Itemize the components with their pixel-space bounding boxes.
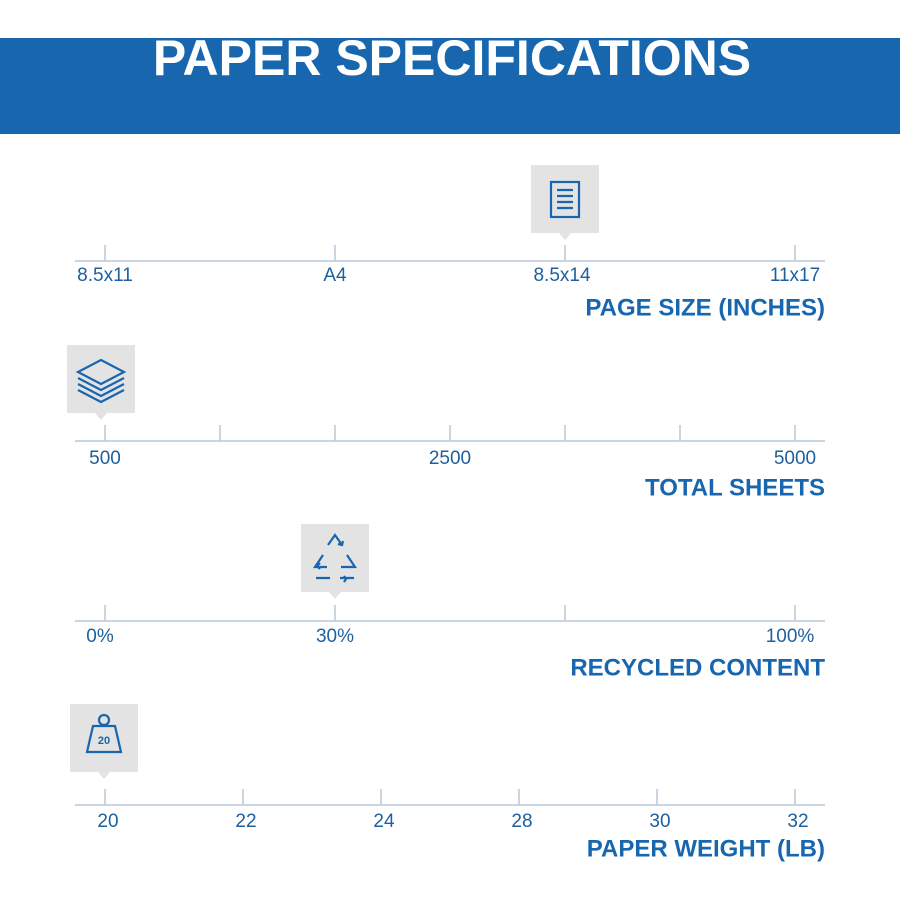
tick-label: 100% — [766, 626, 815, 647]
icon-box — [70, 704, 138, 779]
tick-label: 28 — [511, 811, 532, 832]
tick-label: 8.5x14 — [533, 265, 590, 286]
scale-title: TOTAL SHEETS — [645, 474, 825, 501]
ticks — [104, 605, 796, 621]
tick-label: 30% — [316, 626, 354, 647]
tick-label: 11x17 — [770, 265, 820, 286]
header-bar — [0, 38, 900, 134]
scale-title: PAGE SIZE (INCHES) — [585, 294, 825, 321]
weight-scale: 20 20 22 24 28 30 32 PAPER WEIGHT (LB) — [70, 704, 825, 862]
recycle-icon — [312, 533, 358, 583]
document-icon — [549, 180, 581, 219]
tick-label: 500 — [89, 448, 121, 469]
icon-box — [67, 345, 135, 420]
tick-label: 24 — [373, 811, 395, 832]
icon-label: 20 — [98, 735, 110, 747]
tick-label: 20 — [97, 811, 118, 832]
tick-label: 30 — [649, 811, 670, 832]
tick-label: 2500 — [429, 448, 471, 469]
weight-icon: 20 — [85, 713, 123, 754]
tick-label: A4 — [323, 265, 347, 286]
icon-box — [301, 524, 369, 599]
ticks — [104, 425, 796, 441]
tick-label: 0% — [86, 626, 114, 647]
ticks — [104, 245, 796, 261]
page-size-scale: 8.5x11 A4 8.5x14 11x17 PAGE SIZE (INCHES… — [75, 165, 825, 321]
tick-label: 32 — [787, 811, 808, 832]
sheets-scale: 500 2500 5000 TOTAL SHEETS — [67, 345, 825, 501]
tick-label: 8.5x11 — [77, 265, 133, 286]
header-title: PAPER SPECIFICATIONS — [153, 30, 751, 86]
tick-label: 5000 — [774, 448, 816, 469]
recycled-scale: 0% 30% 100% RECYCLED CONTENT — [75, 524, 825, 681]
stack-icon — [75, 358, 127, 404]
tick-label: 22 — [235, 811, 256, 832]
scale-title: RECYCLED CONTENT — [570, 654, 825, 681]
scale-title: PAPER WEIGHT (LB) — [587, 835, 825, 862]
ticks — [104, 789, 796, 805]
